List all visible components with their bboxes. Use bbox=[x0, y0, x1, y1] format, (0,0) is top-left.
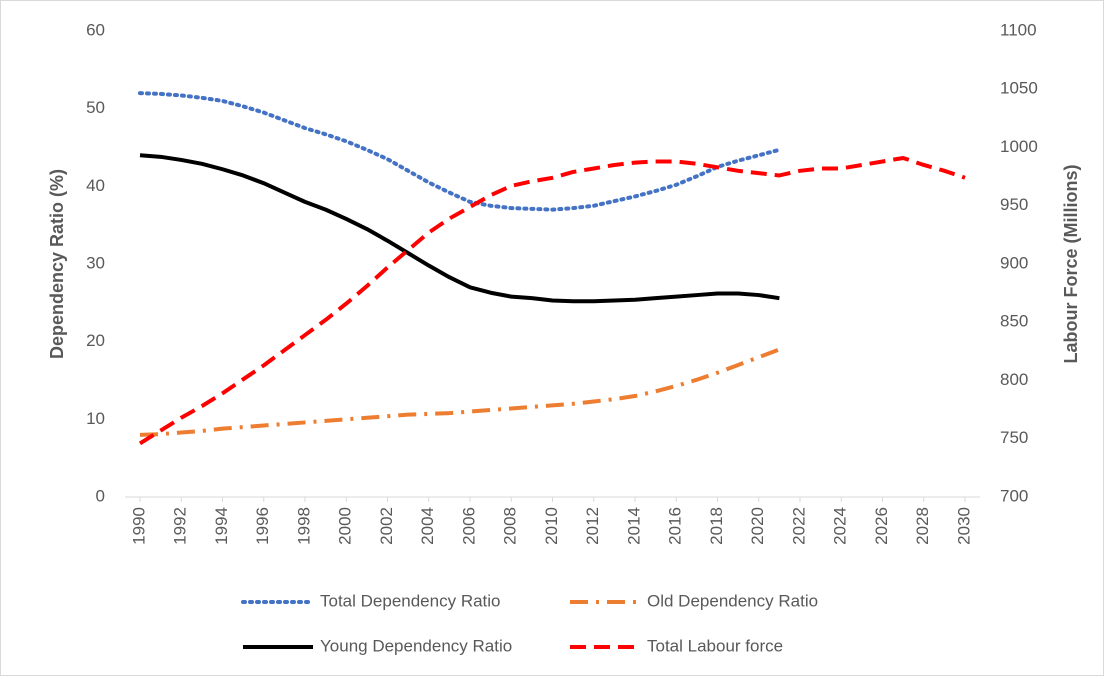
legend-label: Young Dependency Ratio bbox=[320, 636, 512, 655]
y2-axis-title: Labour Force (Millions) bbox=[1061, 164, 1081, 363]
y-tick-label: 10 bbox=[86, 409, 105, 428]
y-tick-label: 30 bbox=[86, 253, 105, 272]
y2-tick-label: 1100 bbox=[1000, 20, 1037, 39]
x-tick-label: 2030 bbox=[954, 507, 973, 545]
y-tick-label: 40 bbox=[86, 176, 105, 195]
y-axis-title: Dependency Ratio (%) bbox=[47, 169, 67, 359]
y2-tick-label: 800 bbox=[1000, 370, 1028, 389]
y2-tick-label: 1000 bbox=[1000, 137, 1038, 156]
series-line bbox=[139, 153, 780, 304]
x-tick-label: 2018 bbox=[707, 507, 726, 545]
y2-tick-label: 950 bbox=[1000, 195, 1028, 214]
x-tick-label: 2012 bbox=[583, 507, 602, 545]
y-tick-label: 60 bbox=[86, 20, 105, 39]
y-tick-label: 0 bbox=[96, 486, 105, 505]
x-tick-label: 2010 bbox=[542, 507, 561, 545]
x-tick-label: 1992 bbox=[171, 507, 190, 545]
x-tick-label: 2008 bbox=[501, 507, 520, 545]
x-tick-label: 1990 bbox=[129, 507, 148, 545]
legend-label: Total Dependency Ratio bbox=[320, 591, 501, 610]
x-tick-label: 2026 bbox=[872, 507, 891, 545]
y2-tick-label: 850 bbox=[1000, 312, 1028, 331]
legend-label: Total Labour force bbox=[647, 636, 783, 655]
y2-tick-label: 700 bbox=[1000, 486, 1028, 505]
y2-tick-label: 900 bbox=[1000, 253, 1028, 272]
x-tick-label: 2002 bbox=[377, 507, 396, 545]
x-tick-label: 2006 bbox=[459, 507, 478, 545]
legend-label: Old Dependency Ratio bbox=[647, 591, 818, 610]
series-line bbox=[138, 91, 782, 212]
series-line bbox=[138, 155, 966, 446]
y-tick-label: 50 bbox=[86, 98, 105, 117]
x-tick-label: 2022 bbox=[789, 507, 808, 545]
x-tick-label: 2020 bbox=[748, 507, 767, 545]
x-tick-label: 2004 bbox=[418, 507, 437, 545]
x-tick-label: 2000 bbox=[336, 507, 355, 545]
y2-tick-label: 750 bbox=[1000, 428, 1028, 447]
x-tick-label: 2016 bbox=[666, 507, 685, 545]
x-tick-label: 2014 bbox=[624, 507, 643, 545]
x-tick-label: 2028 bbox=[913, 507, 932, 545]
x-tick-label: 1994 bbox=[212, 507, 231, 545]
x-tick-label: 1996 bbox=[253, 507, 272, 545]
x-tick-label: 1998 bbox=[294, 507, 313, 545]
y2-tick-label: 1050 bbox=[1000, 79, 1038, 98]
y-tick-label: 20 bbox=[86, 331, 105, 350]
series-line bbox=[139, 347, 781, 437]
x-tick-label: 2024 bbox=[831, 507, 850, 545]
